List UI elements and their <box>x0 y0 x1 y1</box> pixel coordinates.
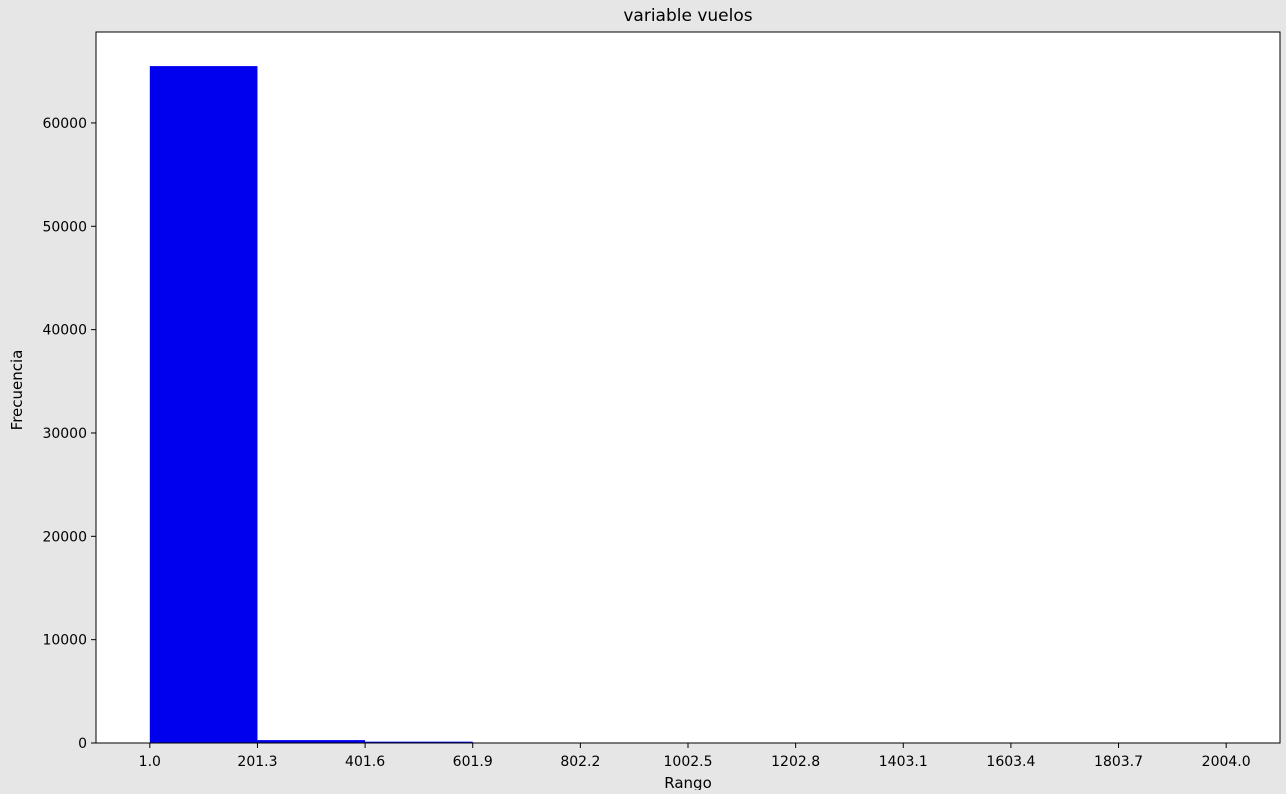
x-tick-label: 601.9 <box>453 754 493 770</box>
y-tick-label: 20000 <box>42 529 87 545</box>
histogram-bar <box>257 740 366 743</box>
x-ticks: 1.0 201.3 401.6 601.9 802.2 1002.5 1202.8 1403.… <box>139 743 1251 770</box>
x-tick-label: 1603.4 <box>986 754 1035 770</box>
x-tick-label: 802.2 <box>560 754 600 770</box>
x-axis-label: Rango <box>664 774 712 790</box>
x-tick-label: 2004.0 <box>1202 754 1251 770</box>
y-tick-label: 30000 <box>42 426 87 442</box>
y-tick-label: 60000 <box>42 116 87 132</box>
x-tick-label: 401.6 <box>345 754 385 770</box>
x-tick-label: 1202.8 <box>771 754 820 770</box>
y-tick-label: 0 <box>78 736 87 752</box>
chart-title: variable vuelos <box>623 6 752 26</box>
x-tick-label: 1002.5 <box>664 754 713 770</box>
x-tick-label: 201.3 <box>237 754 277 770</box>
plot-area <box>96 32 1280 743</box>
x-tick-label: 1.0 <box>139 754 161 770</box>
y-ticks: 0 10000 20000 30000 40000 50000 60000 <box>42 116 96 752</box>
y-tick-label: 50000 <box>42 219 87 235</box>
x-tick-label: 1403.1 <box>879 754 928 770</box>
y-tick-label: 10000 <box>42 633 87 649</box>
y-axis-label: Frecuencia <box>8 350 26 431</box>
histogram-bar <box>149 66 258 743</box>
bars-group <box>149 66 473 743</box>
histogram-bar <box>365 741 473 743</box>
plot-frame <box>95 31 1281 744</box>
x-tick-label: 1803.7 <box>1094 754 1143 770</box>
y-tick-label: 40000 <box>42 323 87 339</box>
